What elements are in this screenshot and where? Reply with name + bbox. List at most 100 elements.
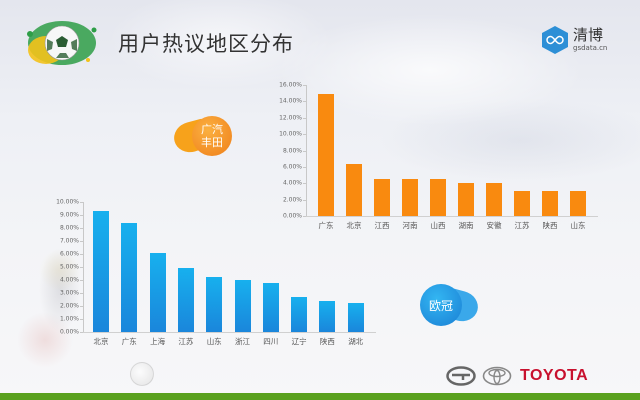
- y-tick-mark: [80, 215, 83, 216]
- y-tick-label: 12.00%: [279, 114, 302, 122]
- x-category-label: 湖北: [348, 337, 364, 346]
- y-axis-line: [83, 202, 84, 332]
- y-tick-label: 14.00%: [279, 97, 302, 105]
- x-category-label: 浙江: [235, 337, 250, 346]
- y-tick-mark: [303, 134, 306, 136]
- x-category-label: 山东: [570, 221, 586, 230]
- x-axis-line: [83, 332, 376, 333]
- bar-辽宁: [291, 296, 308, 332]
- x-category-label: 北京: [93, 337, 109, 346]
- x-category-label: 上海: [150, 337, 166, 346]
- bar-山东: [570, 191, 586, 216]
- brand-domain: gsdata.cn: [573, 44, 608, 52]
- soccer-ball-logo-icon: [18, 12, 103, 70]
- champions-league-region-chart: 0.00% 1.00% 2.00% 3.00% 4.00% 5.00% 6.00% 7.00%…: [40, 195, 380, 350]
- brand-name: 清博: [573, 26, 604, 44]
- y-tick-label: 4.00%: [59, 276, 79, 284]
- y-tick-mark: [303, 150, 306, 152]
- y-tick-label: 1.00%: [59, 315, 79, 323]
- toyota-wordmark: TOYOTA: [520, 367, 589, 384]
- y-tick-label: 7.00%: [59, 237, 79, 245]
- y-tick-mark: [303, 216, 306, 217]
- x-category-label: 广东: [318, 221, 334, 230]
- x-category-label: 陕西: [319, 337, 335, 346]
- y-tick-label: 3.00%: [59, 289, 79, 297]
- bar-广东: [121, 222, 138, 332]
- x-axis-line: [306, 216, 598, 217]
- y-tick-mark: [80, 202, 83, 203]
- bar-安徽: [486, 183, 502, 216]
- bar-上海: [149, 252, 166, 332]
- x-category-label: 山东: [206, 337, 222, 346]
- bar-浙江: [234, 280, 251, 332]
- bar-河南: [402, 179, 418, 216]
- x-category-label: 辽宁: [291, 337, 307, 346]
- bar-江苏: [177, 268, 194, 332]
- x-category-label: 陕西: [542, 221, 558, 230]
- y-axis-line: [306, 85, 307, 216]
- bar-山东: [206, 277, 223, 332]
- y-tick-mark: [303, 199, 306, 201]
- y-tick-label: 6.00%: [282, 163, 302, 171]
- gac-toyota-label: 广汽丰田: [192, 116, 232, 156]
- x-category-label: 山西: [430, 221, 446, 230]
- x-category-label: 江苏: [178, 337, 194, 346]
- bar-陕西: [319, 300, 336, 332]
- soccer-ball-decoration-icon: [130, 362, 154, 386]
- toyota-emblem-icon: [482, 366, 512, 386]
- y-tick-mark: [80, 319, 83, 320]
- y-tick-mark: [80, 254, 83, 255]
- gac-logo-icon: [446, 366, 476, 386]
- y-tick-mark: [303, 183, 306, 185]
- y-tick-mark: [80, 280, 83, 281]
- bar-江苏: [514, 191, 530, 216]
- y-tick-label: 0.00%: [59, 328, 79, 336]
- y-tick-label: 4.00%: [282, 179, 302, 187]
- x-category-label: 广东: [121, 337, 137, 346]
- y-tick-mark: [303, 101, 306, 103]
- x-category-label: 四川: [263, 337, 279, 346]
- bar-陕西: [542, 191, 558, 216]
- x-category-label: 河南: [402, 221, 418, 230]
- y-tick-mark: [303, 166, 306, 168]
- y-tick-label: 16.00%: [279, 81, 302, 89]
- y-tick-label: 9.00%: [59, 211, 79, 219]
- y-tick-label: 8.00%: [282, 147, 302, 154]
- y-tick-label: 8.00%: [59, 224, 79, 232]
- page-title: 用户热议地区分布: [118, 32, 294, 56]
- gsdata-logo: 清博 gsdata.cn: [542, 26, 607, 54]
- y-tick-mark: [303, 117, 306, 119]
- y-tick-label: 6.00%: [59, 250, 79, 258]
- bar-湖南: [458, 183, 474, 216]
- y-tick-mark: [80, 267, 83, 268]
- gac-toyota-label-bubble: 广汽丰田: [170, 116, 232, 158]
- y-tick-mark: [80, 241, 83, 242]
- y-tick-mark: [80, 228, 83, 229]
- y-tick-mark: [80, 293, 83, 294]
- x-category-label: 安徽: [486, 221, 502, 230]
- y-tick-mark: [80, 332, 83, 333]
- bar-北京: [346, 164, 362, 216]
- x-category-label: 江苏: [514, 221, 530, 230]
- gac-toyota-region-chart: 0.00% 2.00% 4.00% 6.00% 8.00% 10.00% 12.00% 14.…: [270, 78, 610, 238]
- bar-广东: [318, 94, 334, 216]
- y-tick-label: 10.00%: [56, 198, 79, 206]
- bar-山西: [430, 179, 446, 216]
- bar-四川: [262, 282, 279, 332]
- x-category-label: 江西: [374, 221, 390, 230]
- sponsor-logos: TOYOTA: [446, 366, 588, 386]
- y-tick-label: 5.00%: [59, 263, 79, 271]
- bar-江西: [374, 179, 390, 216]
- x-category-label: 北京: [346, 221, 362, 230]
- y-tick-mark: [80, 306, 83, 307]
- y-tick-mark: [303, 85, 306, 86]
- champions-league-label: 欧冠: [420, 284, 462, 326]
- y-tick-label: 0.00%: [282, 212, 302, 220]
- bar-北京: [93, 211, 109, 332]
- y-tick-label: 2.00%: [282, 196, 302, 204]
- y-tick-label: 2.00%: [59, 302, 79, 310]
- footer-bar: [0, 393, 640, 400]
- infinity-icon: [542, 26, 568, 54]
- x-category-label: 湖南: [458, 221, 474, 230]
- champions-league-label-bubble: 欧冠: [420, 283, 482, 327]
